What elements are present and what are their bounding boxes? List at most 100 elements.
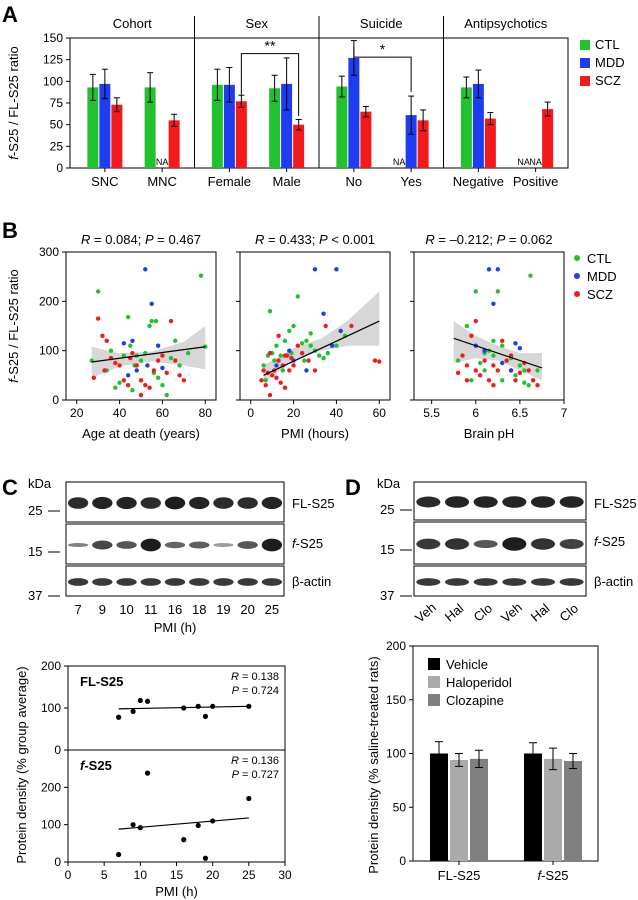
data-point-ctl [491, 353, 496, 358]
data-point-ctl [267, 309, 273, 314]
subplot-frame [65, 251, 217, 401]
panel-letter-c: C [2, 475, 18, 500]
legend-label-vehicle: Vehicle [446, 657, 488, 672]
x-axis-label: Brain pH [464, 426, 515, 441]
x-tick-label: Positive [513, 174, 559, 189]
blot-band [530, 578, 556, 586]
lane-label: 10 [119, 602, 133, 617]
data-point [137, 825, 143, 831]
data-point [116, 851, 122, 858]
bar-scz [168, 120, 180, 168]
legend-label-mdd: MDD [595, 55, 625, 70]
x-tick-label: 30 [278, 868, 292, 882]
legend-swatch-mdd [580, 58, 590, 68]
data-point-scz [513, 378, 518, 383]
panel-c-blot-and-scatter: kDa FL-S25 f-S25 β-actin 25 15 37 7 9 10 11 16 18 19 2… [14, 476, 335, 899]
lane-label: Clo [556, 601, 581, 625]
data-point [116, 714, 122, 720]
bar-ctl [144, 87, 156, 168]
kda-marker: 37 [28, 588, 42, 603]
data-point-scz [151, 368, 157, 373]
bar-clozapine [470, 758, 488, 861]
kda-marker: 25 [380, 502, 394, 517]
y-tick-label: 50 [50, 118, 64, 132]
panel-letter-a: A [2, 2, 18, 27]
legend-swatch-scz [580, 76, 590, 86]
blot-band [140, 538, 161, 552]
y-tick-label: 0 [399, 854, 406, 868]
data-point-scz [349, 323, 354, 329]
data-point-ctl [299, 341, 305, 346]
x-tick-label: 40 [113, 406, 127, 420]
data-point-ctl [168, 355, 174, 361]
blot-band [502, 537, 527, 551]
data-point-ctl [455, 358, 461, 363]
panel-letter-d: D [345, 475, 361, 500]
data-point-ctl [302, 358, 307, 363]
lane-label: Hal [528, 600, 553, 624]
y-tick-label: 0 [54, 743, 61, 757]
data-point-ctl [164, 392, 169, 398]
blot-band [164, 578, 186, 586]
bar-ctl [336, 86, 348, 168]
data-point [181, 837, 187, 843]
data-point-ctl [477, 360, 483, 366]
y-tick-label: 100 [39, 344, 59, 358]
blot-band [92, 540, 113, 550]
blot-strip-f [413, 521, 587, 565]
significance-bracket [240, 53, 300, 116]
scatter-title: FL-S25 [80, 674, 123, 689]
data-point-scz [177, 373, 182, 378]
y-tick-label: 50 [393, 800, 407, 814]
lane-label: Veh [412, 600, 439, 626]
blot-label: FL-S25 [292, 496, 335, 511]
data-point-ctl [321, 355, 326, 361]
bar-ctl [87, 87, 99, 168]
bar-mdd [281, 83, 293, 168]
data-point [202, 855, 209, 861]
data-point-scz [477, 373, 483, 378]
data-point-scz [117, 363, 122, 368]
data-point-ctl [317, 353, 322, 358]
data-point-ctl [282, 338, 288, 343]
y-tick-label: 25 [50, 139, 64, 153]
blot-band [559, 578, 584, 586]
group-title: Sex [246, 16, 269, 31]
stat-label: P = 0.727 [232, 769, 279, 781]
group-title: Antipsychotics [464, 16, 548, 31]
data-point-ctl [482, 368, 487, 373]
data-point-scz [306, 358, 311, 363]
legend-swatch-haloperidol [428, 676, 440, 688]
data-point-mdd [500, 360, 505, 366]
data-point-ctl [280, 368, 286, 373]
data-point-ctl [491, 338, 496, 343]
x-axis-label: PMI (h) [155, 884, 198, 899]
blot-band [189, 541, 210, 549]
data-point-mdd [130, 338, 135, 343]
data-point-ctl [153, 318, 159, 324]
na-label: NA [393, 157, 406, 167]
lane-label: 19 [216, 602, 230, 617]
data-point-scz [91, 375, 97, 380]
data-point-ctl [108, 348, 114, 353]
blot-band [213, 543, 234, 547]
x-tick-label: 6 [472, 406, 479, 420]
data-point-scz [535, 383, 540, 388]
blot-band [444, 578, 470, 586]
data-point-ctl [121, 353, 127, 358]
data-point-scz [278, 380, 283, 385]
data-point-ctl [274, 343, 279, 348]
data-point-scz [269, 373, 275, 378]
data-point-scz [138, 392, 144, 398]
legend-label-scz: SCZ [595, 73, 621, 88]
lane-label: Clo [470, 601, 495, 625]
subplot-title: R = –0.212; P = 0.062 [425, 232, 552, 247]
data-point-mdd [329, 343, 335, 348]
panel-b-scatter-plots: f-S25 / FL-S25 ratio R = 0.084; P = 0.467… [6, 232, 617, 441]
y-tick-label: 200 [41, 659, 61, 673]
data-point-mdd [517, 346, 523, 351]
blot-strip-actin [413, 565, 587, 597]
bar-scz [293, 124, 305, 168]
data-point-scz [130, 350, 135, 356]
lane-label: 7 [74, 602, 81, 617]
